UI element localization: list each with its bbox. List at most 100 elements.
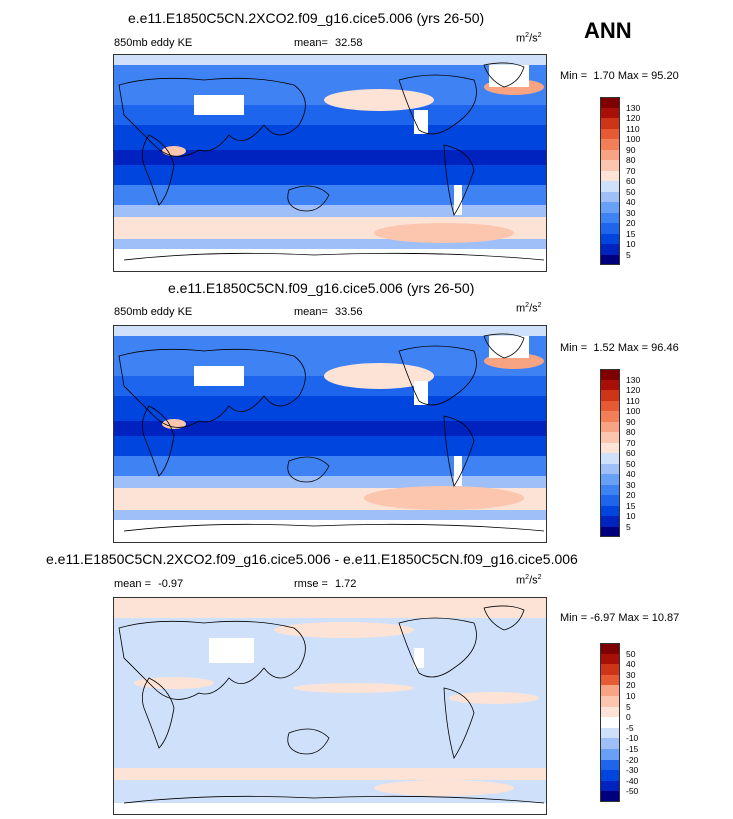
colorbar-swatch	[600, 759, 620, 771]
colorbar-tick-label: 20	[626, 680, 636, 691]
colorbar-tick-label: 15	[626, 228, 636, 239]
colorbar-swatch	[600, 254, 620, 265]
colorbar-tick-label: 130	[626, 374, 641, 385]
colorbar-swatch	[600, 727, 620, 739]
colorbar-tick-label: 80	[626, 155, 636, 165]
colorbar-swatch	[600, 421, 620, 432]
panel1-mean-label: mean=	[294, 37, 328, 49]
colorbar-swatch	[600, 516, 620, 527]
colorbar-swatch	[600, 191, 620, 202]
colorbar-tick-label: -40	[626, 775, 639, 786]
colorbar-swatch	[600, 432, 620, 443]
panel3-mean-value: -0.97	[158, 578, 184, 590]
panel2-mean-label: mean=	[294, 306, 328, 318]
colorbar-swatch	[600, 170, 620, 181]
colorbar-tick-label: 5	[626, 521, 631, 532]
colorbar-tick-label: -15	[626, 744, 639, 754]
colorbar-swatch	[600, 411, 620, 422]
colorbar-tick-label: 110	[626, 123, 640, 134]
colorbar-tick-label: 40	[626, 659, 636, 670]
colorbar-swatch	[600, 505, 620, 516]
colorbar-swatch	[600, 526, 620, 537]
colorbar-swatch	[600, 181, 620, 192]
colorbar-tick-label: 40	[626, 197, 636, 207]
panel1-colorbar	[600, 97, 620, 265]
colorbar-swatch	[600, 107, 620, 118]
colorbar-tick-label: 50	[626, 648, 636, 659]
panel1-mean-value: 32.58	[335, 37, 363, 49]
colorbar-swatch	[600, 139, 620, 150]
colorbar-tick-label: -5	[626, 722, 634, 733]
colorbar-tick-label: -50	[626, 786, 639, 797]
colorbar-tick-label: 120	[626, 113, 641, 123]
panel2-mean-value: 33.56	[335, 306, 363, 318]
panel1-title: e.e11.E1850C5CN.2XCO2.f09_g16.cice5.006 …	[128, 10, 485, 26]
colorbar-swatch	[600, 674, 620, 686]
colorbar-swatch	[600, 780, 620, 792]
colorbar-swatch	[600, 643, 620, 654]
colorbar-swatch	[600, 685, 620, 696]
colorbar-swatch	[600, 379, 620, 390]
colorbar-swatch	[600, 442, 620, 453]
panel3-rmse-value: 1.72	[335, 578, 357, 590]
panel3-title: e.e11.E1850C5CN.2XCO2.f09_g16.cice5.006 …	[46, 551, 578, 567]
colorbar-swatch	[600, 748, 620, 760]
panel3-rmse: rmse = 1.72	[294, 578, 356, 590]
colorbar-tick-label: 0	[626, 712, 631, 723]
panel3-mean: mean = -0.97	[114, 578, 183, 590]
colorbar-swatch	[600, 223, 620, 234]
panel1-map-svg	[114, 55, 546, 271]
colorbar-swatch	[600, 695, 620, 707]
colorbar-swatch	[600, 453, 620, 464]
colorbar-swatch	[600, 390, 620, 401]
colorbar-tick-label: 10	[626, 239, 636, 249]
colorbar-tick-label: 20	[626, 490, 636, 500]
colorbar-tick-label: 130	[626, 102, 641, 113]
panel1-map	[113, 54, 547, 272]
colorbar-tick-label: 30	[626, 479, 636, 490]
colorbar-swatch	[600, 160, 620, 171]
colorbar-swatch	[600, 202, 620, 213]
colorbar-tick-label: 10	[626, 511, 636, 521]
colorbar-swatch	[600, 128, 620, 139]
colorbar-tick-label: 110	[626, 395, 640, 406]
colorbar-tick-label: 50	[626, 186, 636, 197]
colorbar-swatch	[600, 118, 620, 129]
panel3-map	[113, 597, 547, 815]
colorbar-swatch	[600, 664, 620, 675]
colorbar-swatch	[600, 149, 620, 160]
colorbar-swatch	[600, 791, 620, 802]
colorbar-tick-label: 40	[626, 469, 636, 479]
colorbar-tick-label: 100	[626, 406, 641, 416]
colorbar-tick-label: 100	[626, 134, 641, 144]
colorbar-swatch	[600, 212, 620, 223]
panel2-title: e.e11.E1850C5CN.f09_g16.cice5.006 (yrs 2…	[168, 280, 475, 296]
colorbar-swatch	[600, 495, 620, 506]
colorbar-tick-label: -30	[626, 765, 639, 776]
panel3-rmse-label: rmse =	[294, 578, 328, 590]
colorbar-tick-label: -20	[626, 754, 639, 765]
panel1-mean: mean= 32.58	[294, 37, 363, 49]
panel2-colorbar	[600, 369, 620, 537]
colorbar-swatch	[600, 653, 620, 665]
panel1-field-label: 850mb eddy KE	[114, 37, 193, 49]
colorbar-tick-label: 70	[626, 437, 636, 448]
colorbar-swatch	[600, 717, 620, 728]
colorbar-swatch	[600, 484, 620, 495]
colorbar-swatch	[600, 97, 620, 108]
colorbar-tick-label: 5	[626, 701, 631, 712]
colorbar-tick-label: 70	[626, 165, 636, 176]
colorbar-swatch	[600, 770, 620, 781]
panel2-mean: mean= 33.56	[294, 306, 363, 318]
colorbar-tick-label: 90	[626, 416, 636, 427]
colorbar-tick-label: 60	[626, 448, 636, 458]
panel1-minmax: Min = 1.70 Max = 95.20	[560, 70, 679, 82]
colorbar-swatch	[600, 463, 620, 474]
panel3-minmax: Min = -6.97 Max = 10.87	[560, 612, 680, 624]
colorbar-tick-label: 120	[626, 385, 641, 395]
colorbar-swatch	[600, 369, 620, 380]
panel3-map-svg	[114, 598, 546, 814]
colorbar-tick-label: 90	[626, 144, 636, 155]
colorbar-tick-label: 5	[626, 249, 631, 260]
colorbar-tick-label: 60	[626, 176, 636, 186]
